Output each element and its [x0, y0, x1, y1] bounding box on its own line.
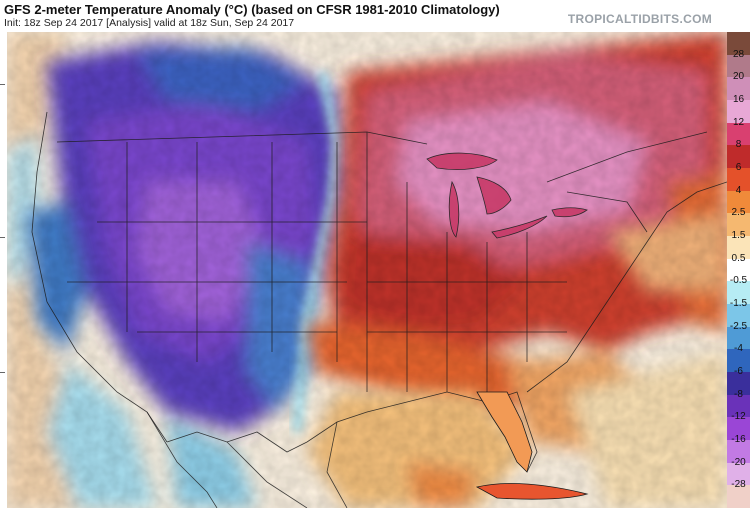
- legend-swatch: [727, 77, 750, 101]
- header: GFS 2-meter Temperature Anomaly (°C) (ba…: [0, 0, 750, 32]
- legend-label: -2.5: [729, 320, 748, 332]
- legend-swatch: [727, 394, 750, 418]
- legend-label: -20: [731, 456, 746, 468]
- great-lakes: [426, 152, 588, 239]
- color-scale-legend: 28 20 16 12 8 6 4 2.5 1.5 0.5 -0.5 -1.5 -2.5 -4 -6 -8 -1…: [727, 32, 750, 509]
- legend-label: 2.5: [731, 207, 746, 219]
- cuba-outline: [475, 483, 589, 500]
- legend-swatch: [727, 326, 750, 350]
- legend-label: 4: [735, 184, 742, 196]
- legend-swatch: [727, 54, 750, 78]
- mexico-outline: [146, 411, 348, 508]
- legend-swatch: [727, 236, 750, 260]
- legend-swatch: [727, 122, 750, 146]
- legend-swatch: [727, 304, 750, 328]
- florida-outline: [476, 391, 533, 473]
- legend-swatch: [727, 485, 750, 509]
- legend-swatch: [727, 213, 750, 237]
- legend-label: -1.5: [729, 298, 748, 309]
- temperature-anomaly-map: [7, 32, 727, 508]
- legend-label: 12: [732, 116, 745, 128]
- anomaly-field: [7, 32, 727, 508]
- legend-swatch: [727, 281, 750, 305]
- legend-swatch: [727, 168, 750, 192]
- legend-swatch: [727, 372, 750, 396]
- legend-label: -0.5: [729, 275, 748, 287]
- legend-label: 0.5: [731, 252, 746, 264]
- legend-swatch: [727, 100, 750, 124]
- legend-label: 6: [735, 162, 742, 173]
- legend-label: -8: [734, 388, 743, 400]
- legend-label: -28: [731, 479, 746, 491]
- legend-swatch: [727, 145, 750, 169]
- map-boundaries: [31, 111, 727, 473]
- legend-label: 20: [732, 71, 745, 83]
- legend-label: -12: [731, 411, 746, 423]
- legend-label: -16: [731, 434, 746, 445]
- legend-label: -4: [734, 343, 743, 355]
- legend-label: 16: [732, 94, 745, 105]
- legend-swatch: [727, 258, 750, 282]
- legend-label: -6: [734, 366, 743, 377]
- legend-swatch: [727, 462, 750, 486]
- legend-swatch: [727, 417, 750, 441]
- legend-swatch: [727, 190, 750, 214]
- brand-watermark: TROPICALTIDBITS.COM: [567, 12, 712, 26]
- legend-label: 1.5: [731, 230, 746, 241]
- legend-label: 8: [735, 139, 742, 151]
- legend-swatch: [727, 32, 750, 56]
- map-title: GFS 2-meter Temperature Anomaly (°C) (ba…: [4, 2, 500, 17]
- map-subtitle: Init: 18z Sep 24 2017 [Analysis] valid a…: [4, 17, 295, 29]
- legend-swatch: [727, 440, 750, 464]
- legend-label: 28: [732, 48, 745, 60]
- legend-swatch: [727, 349, 750, 373]
